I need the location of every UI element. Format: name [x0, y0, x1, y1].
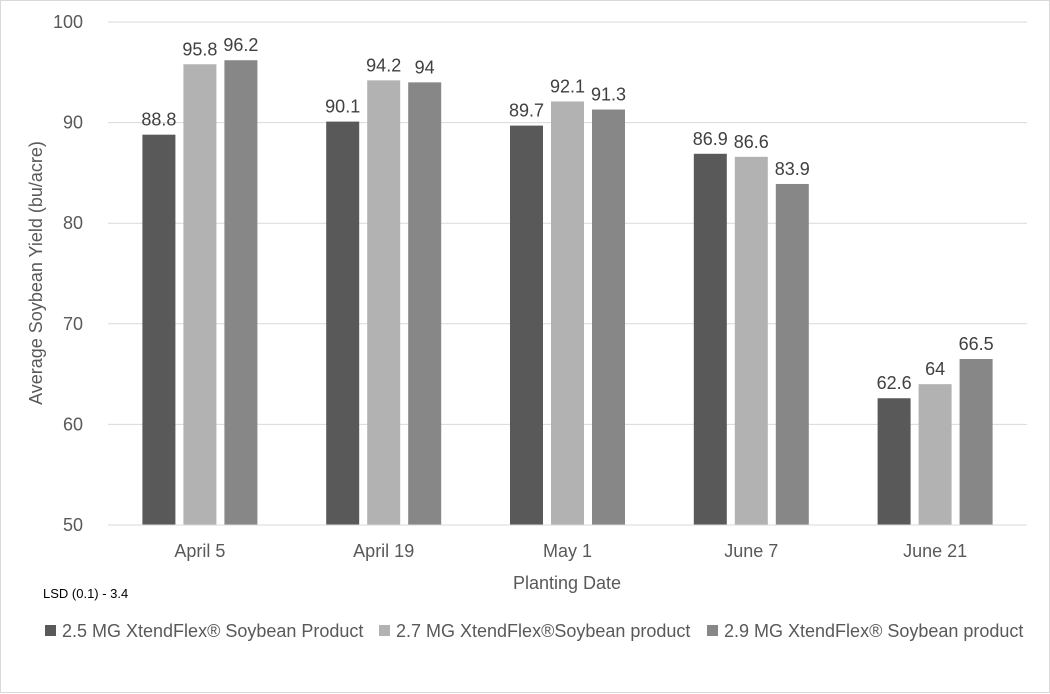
data-label: 91.3	[591, 85, 626, 105]
data-label: 86.9	[693, 129, 728, 149]
legend-swatch	[379, 625, 390, 636]
bar	[510, 125, 543, 526]
bar	[918, 384, 952, 525]
x-tick-label: April 5	[174, 541, 225, 561]
legend-swatch	[45, 625, 56, 636]
x-tick-label: May 1	[543, 541, 592, 561]
data-label: 94.2	[366, 55, 401, 75]
bar	[693, 153, 727, 525]
data-label: 94	[415, 57, 435, 77]
y-tick-label: 60	[63, 414, 83, 434]
bar	[326, 121, 360, 526]
data-label: 96.2	[223, 35, 258, 55]
legend-label: 2.5 MG XtendFlex® Soybean Product	[62, 621, 363, 641]
y-tick-label: 100	[53, 12, 83, 32]
data-label: 62.6	[877, 373, 912, 393]
data-label: 83.9	[775, 159, 810, 179]
data-label: 89.7	[509, 101, 544, 121]
bar	[775, 183, 809, 525]
bars	[142, 60, 993, 526]
legend-label: 2.9 MG XtendFlex® Soybean product	[724, 621, 1023, 641]
bar	[551, 101, 584, 525]
y-tick-label: 70	[63, 314, 83, 334]
data-labels: 88.8 95.8 96.2 90.1 94.2 94 89.7 92.1 91.3 86.9 86…	[141, 35, 993, 393]
bar	[734, 156, 768, 525]
data-label: 64	[925, 359, 945, 379]
bar	[592, 109, 625, 525]
y-tick-label: 80	[63, 213, 83, 233]
bar	[959, 359, 993, 525]
data-label: 88.8	[141, 110, 176, 130]
lsd-note: LSD (0.1) - 3.4	[43, 586, 128, 601]
data-label: 86.6	[734, 132, 769, 152]
x-tick-label: June 21	[903, 541, 967, 561]
legend-swatch	[707, 625, 718, 636]
x-axis-ticks: April 5 April 19 May 1 June 7 June 21	[174, 541, 967, 561]
y-axis-ticks: 50 60 70 80 90 100	[53, 12, 83, 535]
data-label: 92.1	[550, 76, 585, 96]
data-label: 66.5	[959, 334, 994, 354]
x-tick-label: April 19	[353, 541, 414, 561]
bar	[142, 134, 176, 525]
data-label: 90.1	[325, 97, 360, 117]
x-axis-title: Planting Date	[513, 573, 621, 593]
bar	[877, 398, 911, 525]
legend: 2.5 MG XtendFlex® Soybean Product 2.7 MG …	[45, 621, 1023, 641]
bar	[224, 60, 258, 526]
data-label: 95.8	[182, 39, 217, 59]
bar	[183, 64, 217, 525]
y-tick-label: 50	[63, 515, 83, 535]
y-tick-label: 90	[63, 113, 83, 133]
legend-label: 2.7 MG XtendFlex®Soybean product	[396, 621, 690, 641]
bar	[367, 80, 401, 526]
bar	[408, 82, 442, 526]
x-tick-label: June 7	[724, 541, 778, 561]
y-axis-title: Average Soybean Yield (bu/acre)	[26, 141, 46, 405]
